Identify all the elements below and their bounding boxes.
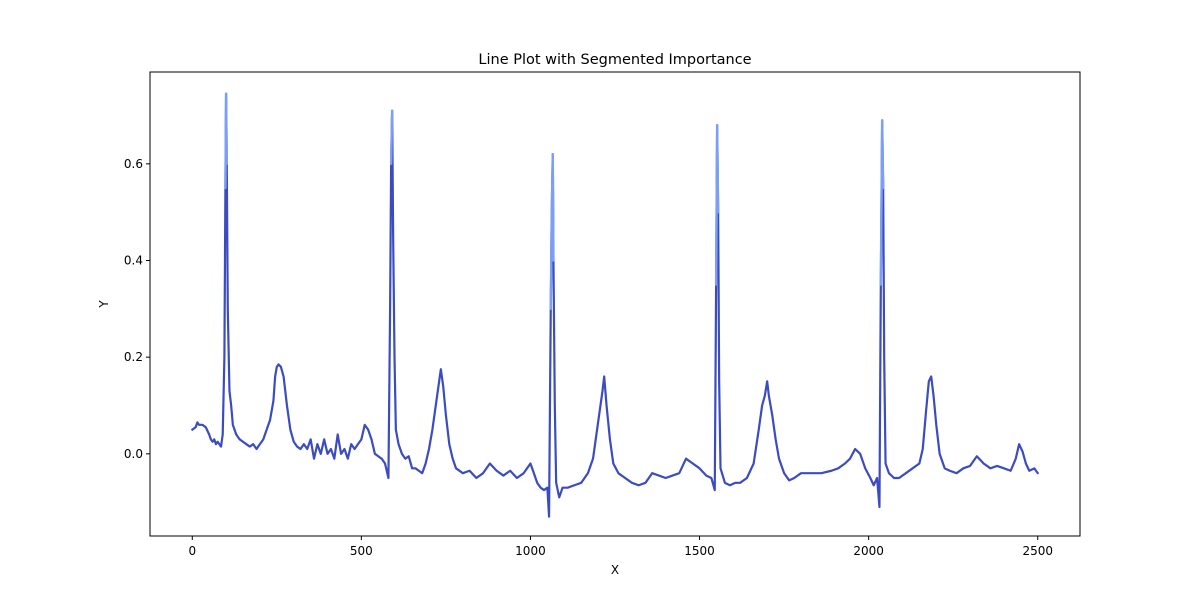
y-axis-label: Y	[97, 300, 111, 309]
importance-segment-2	[549, 152, 555, 311]
x-axis-ticks: 0 500 1000 1500 2000 2500	[188, 536, 1053, 558]
importance-segment-1	[389, 109, 394, 166]
x-tick-label: 2500	[1022, 544, 1053, 558]
plot-area	[191, 92, 1039, 518]
y-tick-label: 0.0	[124, 447, 143, 461]
y-axis-ticks: 0.0 0.2 0.4 0.6	[124, 157, 150, 461]
x-tick-label: 2000	[853, 544, 884, 558]
importance-segment-5	[879, 119, 885, 286]
y-tick-label: 0.4	[124, 254, 143, 268]
y-tick-label: 0.6	[124, 157, 143, 171]
series-line-0	[191, 92, 1039, 518]
x-tick-label: 500	[350, 544, 373, 558]
importance-segment-4	[714, 123, 720, 286]
x-tick-label: 1000	[515, 544, 546, 558]
chart-title: Line Plot with Segmented Importance	[478, 52, 751, 68]
importance-segment-0	[224, 92, 228, 190]
x-tick-label: 1500	[684, 544, 715, 558]
y-tick-label: 0.2	[124, 350, 143, 364]
x-axis-label: X	[611, 563, 619, 577]
x-tick-label: 0	[188, 544, 196, 558]
axes-frame	[149, 71, 1081, 537]
